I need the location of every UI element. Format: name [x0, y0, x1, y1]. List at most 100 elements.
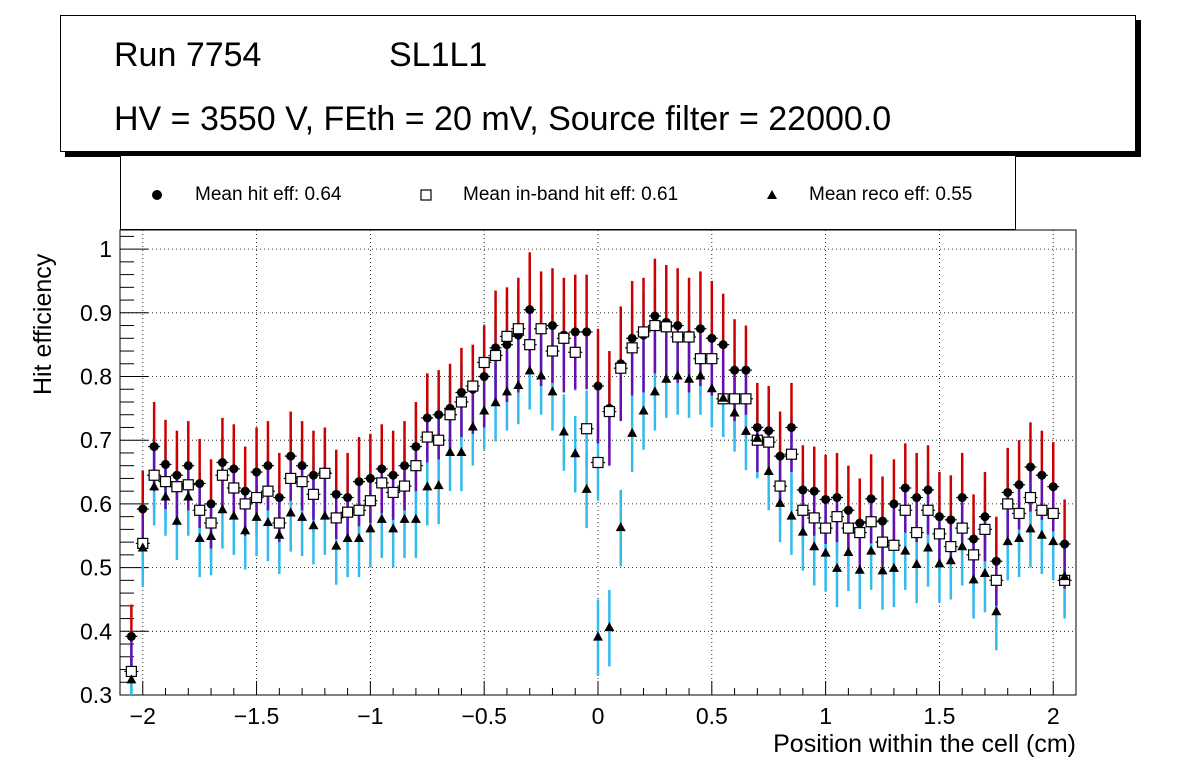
hit-point: [456, 387, 466, 397]
reco-point: [536, 370, 547, 380]
hit-point: [1003, 487, 1013, 497]
reco-point: [638, 405, 649, 415]
hit-point: [969, 534, 979, 544]
inband-point: [774, 480, 786, 492]
reco-point: [479, 405, 490, 415]
reco-point: [547, 386, 558, 396]
hit-point: [286, 451, 296, 461]
inband-point: [262, 485, 274, 497]
legend-inband-marker: [420, 189, 432, 201]
reco-point: [957, 541, 968, 551]
hit-point: [980, 512, 990, 522]
reco-point: [604, 622, 615, 632]
inband-point: [672, 331, 684, 343]
y-tick-label: 0.7: [80, 427, 112, 453]
hit-point: [274, 493, 284, 503]
inband-point: [239, 498, 251, 510]
reco-point: [900, 545, 911, 555]
reco-point: [399, 513, 410, 523]
hit-point: [354, 477, 364, 487]
y-axis-label: Hit efficiency: [29, 253, 57, 395]
inband-point: [330, 512, 342, 524]
reco-point: [934, 558, 945, 568]
reco-point: [809, 541, 820, 551]
hit-point: [138, 504, 148, 514]
inband-point: [979, 523, 991, 535]
reco-point: [1059, 571, 1070, 581]
hit-point: [786, 422, 796, 432]
reco-point: [558, 426, 569, 436]
layer-label: SL1L1: [389, 36, 488, 74]
inband-point: [398, 480, 411, 492]
hit-point: [422, 413, 432, 423]
inband-point: [603, 405, 615, 418]
reco-point: [866, 545, 877, 555]
inband-point: [581, 423, 593, 435]
inband-point: [1002, 498, 1014, 510]
hit-point: [855, 518, 865, 528]
inband-point: [387, 486, 399, 499]
reco-point: [319, 510, 330, 520]
hit-point: [821, 494, 831, 504]
hit-point: [889, 499, 899, 509]
reco-point: [262, 517, 273, 527]
y-tick-label: 0.4: [80, 618, 112, 644]
inband-point: [148, 469, 160, 481]
hit-point: [308, 470, 318, 480]
inband-point: [876, 536, 889, 548]
inband-point: [205, 517, 217, 529]
inband-point: [626, 342, 638, 354]
reco-point: [786, 510, 797, 520]
reco-point: [1002, 536, 1013, 546]
x-tick-label: −1.5: [234, 703, 279, 729]
run-label: Run 7754: [114, 36, 262, 74]
hit-point: [866, 494, 876, 504]
hit-point: [1048, 482, 1058, 492]
hit-point: [730, 365, 740, 375]
reco-point: [217, 504, 228, 514]
inband-point: [159, 476, 172, 488]
hit-point: [434, 410, 444, 420]
inband-point: [216, 469, 229, 481]
inband-point: [933, 528, 946, 540]
inband-point: [831, 511, 843, 523]
legend-reco-label: Mean reco eff: 0.55: [809, 184, 973, 205]
reco-point: [1036, 529, 1047, 539]
reco-point: [718, 392, 729, 402]
hit-point: [365, 473, 375, 483]
inband-point: [615, 362, 627, 374]
legend-inband-label: Mean in-band hit eff: 0.61: [463, 184, 679, 205]
hit-point: [195, 479, 205, 489]
legend-reco-marker: [767, 190, 777, 199]
reco-point: [843, 546, 854, 556]
x-tick-label: −0.5: [461, 703, 506, 729]
reco-point: [490, 397, 501, 407]
hit-point: [957, 493, 967, 503]
reco-point: [410, 513, 421, 523]
inband-point: [410, 460, 422, 472]
inband-point: [569, 346, 581, 358]
hit-point: [934, 512, 944, 522]
hit-point: [400, 461, 410, 471]
reco-point: [661, 373, 672, 383]
inband-point: [444, 409, 456, 421]
hit-point: [570, 327, 580, 337]
inband-point: [501, 330, 513, 342]
reco-point: [456, 446, 467, 456]
reco-point: [297, 511, 308, 521]
reco-point: [149, 481, 160, 491]
inband-point: [865, 516, 877, 528]
x-tick-label: 0: [592, 703, 605, 729]
y-tick-label: 1: [99, 236, 112, 262]
inband-point: [353, 504, 365, 516]
y-tick-label: 0.9: [80, 300, 112, 326]
inband-point: [785, 448, 798, 460]
reco-point: [570, 448, 581, 458]
hit-point: [673, 321, 683, 331]
inband-point: [922, 504, 934, 516]
reco-point: [354, 532, 364, 542]
hit-point: [1014, 480, 1024, 490]
hit-point: [240, 486, 250, 496]
reco-point: [137, 542, 148, 552]
inband-point: [558, 332, 570, 344]
